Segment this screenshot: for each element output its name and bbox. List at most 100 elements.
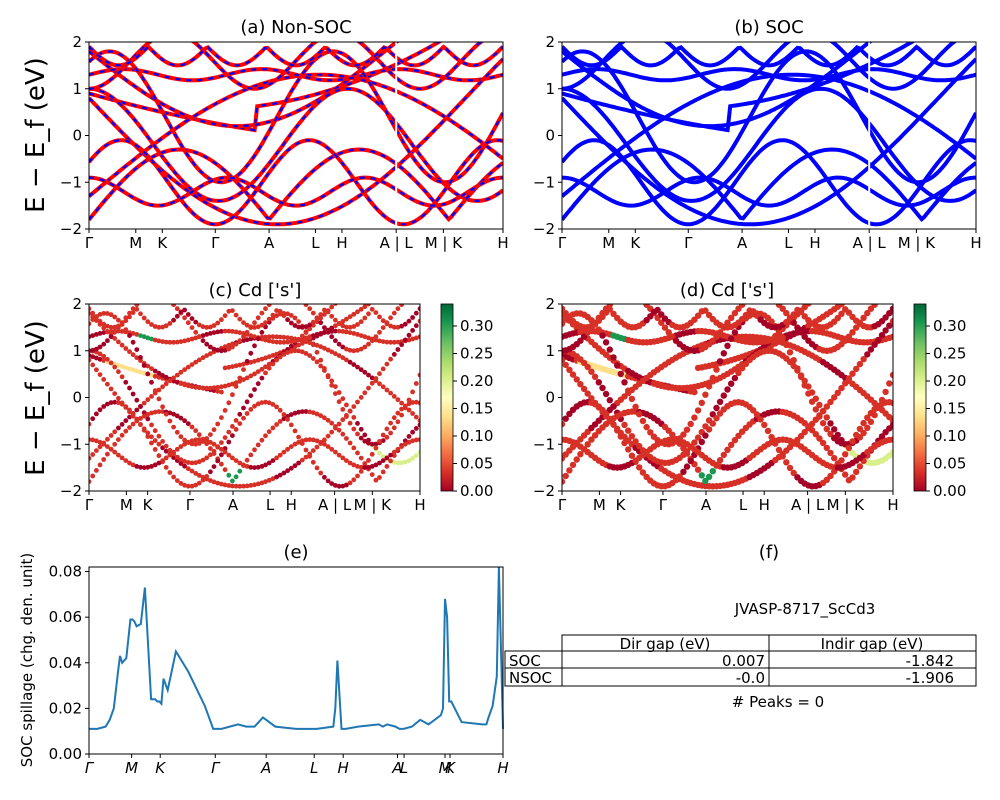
band-point bbox=[617, 433, 624, 440]
band-point bbox=[636, 464, 643, 471]
band-point bbox=[728, 441, 735, 449]
band-point bbox=[248, 324, 254, 330]
band-point bbox=[222, 383, 228, 389]
band-point bbox=[562, 361, 569, 369]
band-point bbox=[380, 339, 386, 344]
band-line bbox=[562, 44, 976, 68]
band-point bbox=[358, 346, 364, 352]
band-point bbox=[779, 334, 786, 342]
band-point bbox=[329, 481, 335, 486]
band-point bbox=[116, 400, 121, 406]
band-point bbox=[230, 455, 235, 461]
band-point bbox=[160, 384, 166, 390]
band-point bbox=[344, 324, 349, 330]
band-point bbox=[611, 304, 616, 305]
band-point bbox=[196, 322, 202, 328]
band-point bbox=[351, 415, 357, 420]
band-point bbox=[193, 471, 199, 476]
band-point bbox=[347, 324, 353, 330]
band-point bbox=[274, 455, 279, 461]
band-point bbox=[307, 322, 313, 328]
band-point bbox=[355, 309, 360, 315]
band-point bbox=[351, 462, 357, 468]
band-point bbox=[890, 259, 896, 265]
band-point bbox=[274, 357, 279, 363]
band-point bbox=[189, 438, 195, 444]
band-point bbox=[410, 389, 415, 395]
band-point bbox=[208, 385, 213, 391]
band-point bbox=[215, 320, 221, 326]
band-point bbox=[185, 383, 191, 389]
band-point bbox=[292, 348, 298, 354]
band-point bbox=[200, 333, 206, 338]
band-point bbox=[860, 284, 866, 290]
band-point bbox=[724, 386, 731, 393]
band-point bbox=[355, 421, 360, 426]
band-point bbox=[314, 342, 320, 348]
band-point bbox=[101, 325, 107, 331]
band-point bbox=[303, 339, 309, 344]
band-point bbox=[196, 480, 202, 486]
band-point bbox=[285, 311, 290, 317]
band-point bbox=[347, 314, 353, 320]
band-point bbox=[138, 464, 143, 470]
band-point bbox=[259, 330, 265, 335]
panel-d-title: (d) Cd ['s'] bbox=[680, 280, 774, 301]
band-point bbox=[889, 371, 893, 379]
band-point bbox=[812, 406, 819, 413]
band-point bbox=[101, 311, 107, 316]
band-point bbox=[329, 420, 335, 426]
band-point bbox=[200, 457, 206, 463]
band-point bbox=[886, 292, 892, 298]
band-point bbox=[871, 341, 878, 348]
band-point bbox=[101, 358, 107, 363]
band-point bbox=[108, 334, 114, 340]
band-point bbox=[90, 354, 96, 360]
band-point bbox=[406, 337, 412, 343]
band-point bbox=[322, 345, 327, 351]
band-point bbox=[127, 385, 132, 391]
band-point bbox=[208, 439, 213, 445]
band-point bbox=[185, 337, 191, 343]
band-point bbox=[288, 422, 294, 428]
band-point bbox=[193, 359, 199, 365]
band-point bbox=[288, 335, 294, 341]
band-point bbox=[824, 283, 830, 289]
band-point bbox=[230, 329, 235, 334]
band-point bbox=[90, 452, 96, 457]
band-point bbox=[123, 458, 129, 463]
band-point bbox=[160, 409, 166, 414]
band-point bbox=[127, 460, 132, 466]
band-point bbox=[713, 366, 720, 373]
band-point bbox=[288, 465, 294, 471]
xtick-label: H bbox=[809, 234, 820, 252]
band-point bbox=[299, 336, 305, 342]
ytick-label: 0 bbox=[72, 389, 82, 407]
band-point bbox=[702, 432, 709, 439]
band-point bbox=[90, 347, 96, 353]
xtick-label: A bbox=[701, 496, 712, 514]
band-point bbox=[391, 449, 397, 455]
band-point bbox=[329, 429, 335, 435]
band-point bbox=[138, 422, 143, 427]
band-point bbox=[786, 315, 794, 322]
band-point bbox=[406, 434, 412, 439]
band-point bbox=[277, 419, 283, 424]
band-point bbox=[101, 353, 107, 359]
band-point bbox=[790, 319, 797, 326]
band-point bbox=[219, 317, 224, 323]
xtick-label: H bbox=[414, 496, 425, 514]
band-point bbox=[325, 417, 331, 423]
band-point bbox=[753, 411, 761, 418]
band-point bbox=[182, 338, 188, 344]
band-point bbox=[577, 451, 584, 458]
band-point bbox=[358, 469, 364, 474]
band-point bbox=[314, 465, 320, 471]
band-point bbox=[178, 444, 184, 449]
band-point bbox=[277, 308, 283, 314]
band-point bbox=[208, 432, 213, 437]
band-point bbox=[827, 472, 834, 480]
band-point bbox=[842, 451, 849, 458]
band-point bbox=[270, 458, 276, 463]
band-point bbox=[174, 313, 180, 319]
